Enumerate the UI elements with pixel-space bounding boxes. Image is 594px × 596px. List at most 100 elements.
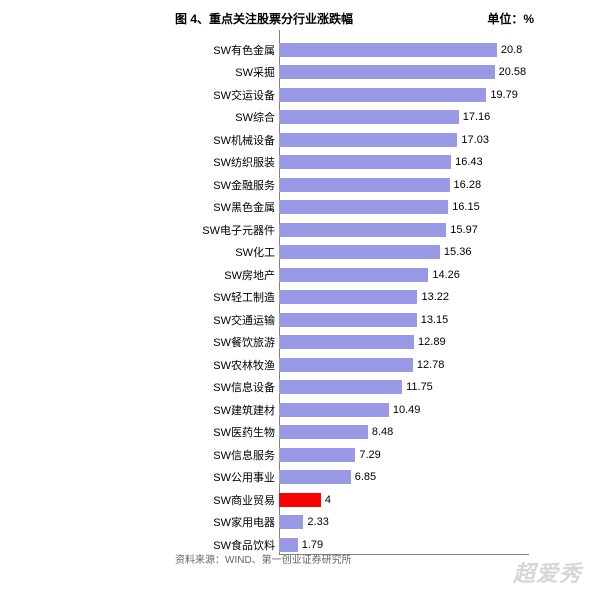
bar-wrap: 15.36 — [279, 245, 594, 259]
bar-value: 20.8 — [501, 44, 522, 56]
bar-row: SW轻工制造13.22 — [0, 287, 594, 308]
bar-value: 17.03 — [461, 134, 489, 146]
bar-wrap: 16.28 — [279, 178, 594, 192]
bar-row: SW有色金属20.8 — [0, 39, 594, 60]
bar-wrap: 17.16 — [279, 110, 594, 124]
bar-rect — [279, 380, 402, 394]
bar-rect — [279, 448, 355, 462]
bar-value: 14.26 — [432, 269, 460, 281]
bar-label: SW公用事业 — [0, 469, 279, 485]
bar-wrap: 2.33 — [279, 515, 594, 529]
bar-value: 12.89 — [418, 336, 446, 348]
bar-rect — [279, 223, 446, 237]
bar-row: SW交通运输 13.15 — [0, 309, 594, 330]
bar-wrap: 17.03 — [279, 133, 594, 147]
bar-value: 10.49 — [393, 404, 421, 416]
bar-value: 16.15 — [452, 201, 480, 213]
bar-value: 6.85 — [355, 471, 376, 483]
bar-rect — [279, 335, 414, 349]
bar-row: SW黑色金属 16.15 — [0, 197, 594, 218]
bar-rect — [279, 200, 448, 214]
bar-wrap: 15.97 — [279, 223, 594, 237]
bar-rect — [279, 245, 440, 259]
bar-row: SW纺织服装16.43 — [0, 152, 594, 173]
bar-rect — [279, 515, 303, 529]
bar-row: SW综合 17.16 — [0, 107, 594, 128]
bar-rect — [279, 493, 321, 507]
bar-label: SW纺织服装 — [0, 154, 279, 170]
bar-rect — [279, 403, 389, 417]
bar-row: SW餐饮旅游12.89 — [0, 332, 594, 353]
bar-value: 7.29 — [359, 449, 380, 461]
bar-row: SW机械设备 17.03 — [0, 129, 594, 150]
bar-value: 8.48 — [372, 426, 393, 438]
bar-label: SW采掘 — [0, 64, 279, 80]
x-axis-line — [279, 554, 529, 555]
bar-row: SW房地产14.26 — [0, 264, 594, 285]
bar-label: SW化工 — [0, 244, 279, 260]
bar-row: SW建筑建材 10.49 — [0, 399, 594, 420]
bar-rect — [279, 88, 486, 102]
bar-label: SW信息设备 — [0, 379, 279, 395]
chart-area: SW有色金属20.8SW采掘20.58SW交运设备19.79SW综合17.16S… — [0, 33, 594, 555]
bar-value: 1.79 — [302, 539, 323, 551]
bar-rect — [279, 178, 450, 192]
chart-unit: 单位：% — [487, 10, 534, 27]
bar-rect — [279, 470, 351, 484]
bar-label: SW机械设备 — [0, 132, 279, 148]
bar-row: SW医药生物 8.48 — [0, 422, 594, 443]
bar-row: SW农林牧渔12.78 — [0, 354, 594, 375]
bar-wrap: 8.48 — [279, 425, 594, 439]
bar-rect — [279, 65, 495, 79]
bar-wrap: 16.43 — [279, 155, 594, 169]
bar-wrap: 11.75 — [279, 380, 594, 394]
bar-rect — [279, 43, 497, 57]
bar-value: 20.58 — [499, 66, 527, 78]
bar-wrap: 12.78 — [279, 358, 594, 372]
bar-rect — [279, 110, 459, 124]
bar-row: SW信息设备11.75 — [0, 377, 594, 398]
bar-wrap: 14.26 — [279, 268, 594, 282]
bar-label: SW交通运输 — [0, 312, 279, 328]
bar-label: SW交运设备 — [0, 87, 279, 103]
bar-label: SW黑色金属 — [0, 199, 279, 215]
bar-row: SW金融服务 16.28 — [0, 174, 594, 195]
bar-row: SW家用电器2.33 — [0, 512, 594, 533]
bar-value: 15.97 — [450, 224, 478, 236]
bar-value: 17.16 — [463, 111, 491, 123]
bar-label: SW信息服务 — [0, 447, 279, 463]
bar-value: 4 — [325, 494, 331, 506]
bar-label: SW医药生物 — [0, 424, 279, 440]
chart-title: 图 4、重点关注股票分行业涨跌幅 — [175, 10, 353, 27]
bar-wrap: 20.58 — [279, 65, 594, 79]
bar-label: SW电子元器件 — [0, 222, 279, 238]
bar-row: SW电子元器件 15.97 — [0, 219, 594, 240]
bar-rect — [279, 425, 368, 439]
bar-wrap: 19.79 — [279, 88, 594, 102]
bar-wrap: 4 — [279, 493, 594, 507]
bar-value: 16.28 — [454, 179, 482, 191]
bar-label: SW轻工制造 — [0, 289, 279, 305]
bar-value: 19.79 — [490, 89, 518, 101]
bar-row: SW采掘 20.58 — [0, 62, 594, 83]
bar-rect — [279, 313, 417, 327]
bar-value: 13.15 — [421, 314, 449, 326]
bar-row: SW交运设备 19.79 — [0, 84, 594, 105]
bar-rect — [279, 358, 413, 372]
bar-label: SW建筑建材 — [0, 402, 279, 418]
bar-label: SW金融服务 — [0, 177, 279, 193]
bar-rect — [279, 268, 428, 282]
bar-wrap: 10.49 — [279, 403, 594, 417]
bar-wrap: 12.89 — [279, 335, 594, 349]
bar-wrap: 1.79 — [279, 538, 594, 552]
bar-rect — [279, 538, 298, 552]
bar-row: SW商业贸易4 — [0, 489, 594, 510]
bar-wrap: 13.22 — [279, 290, 594, 304]
bar-row: SW信息服务 7.29 — [0, 444, 594, 465]
bar-rect — [279, 155, 451, 169]
bar-label: SW综合 — [0, 109, 279, 125]
chart-header: 图 4、重点关注股票分行业涨跌幅 单位：% — [0, 0, 594, 33]
bar-row: SW化工15.36 — [0, 242, 594, 263]
bar-rect — [279, 133, 457, 147]
bar-wrap: 20.8 — [279, 43, 594, 57]
